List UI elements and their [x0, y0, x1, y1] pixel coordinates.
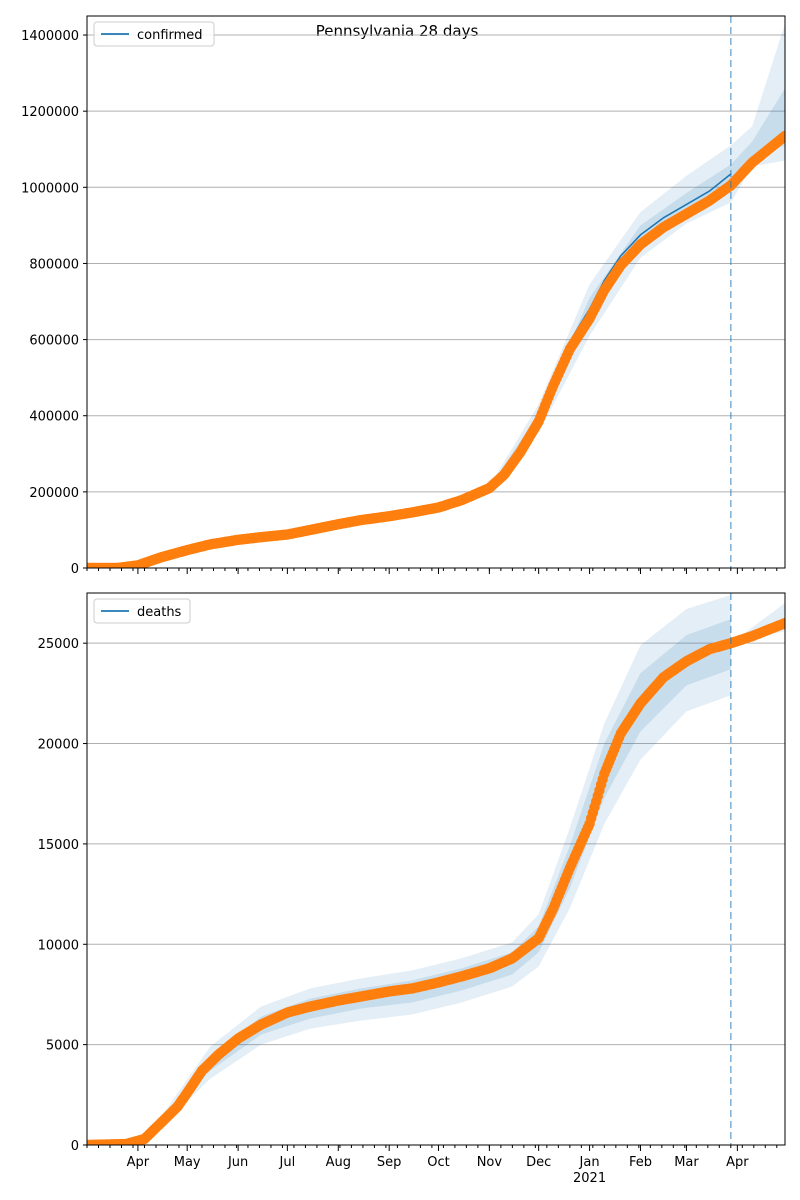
x-tick-label: Apr — [127, 1155, 150, 1170]
x-tick-label: Sep — [377, 1155, 402, 1170]
legend: confirmed — [93, 21, 215, 47]
x-tick-label: Feb — [629, 1155, 652, 1170]
legend-label: confirmed — [137, 28, 203, 43]
x-tick-label: Nov — [477, 1155, 503, 1170]
y-tick-label: 0 — [71, 1139, 79, 1154]
y-tick-label: 1000000 — [21, 181, 79, 196]
y-tick-label: 1400000 — [21, 29, 79, 44]
x-tick-label: Oct — [427, 1155, 449, 1170]
y-tick-label: 200000 — [29, 486, 79, 501]
axes-frame — [86, 15, 786, 569]
x-tick-label: Aug — [326, 1155, 351, 1170]
y-tick-label: 400000 — [29, 410, 79, 425]
x-tick-label: May — [174, 1155, 201, 1170]
deaths-panel: 0 5000 10000 15000 20000 25000 Apr May Jun Jul Aug… — [38, 592, 786, 1186]
x-tick-label: Jun — [227, 1155, 248, 1170]
plot-area — [87, 23, 785, 568]
x-tick-label: Mar — [674, 1155, 699, 1170]
legend-label: deaths — [137, 605, 182, 620]
y-tick-label: 0 — [71, 562, 79, 577]
y-tick-label: 10000 — [38, 938, 79, 953]
uncertainty-band-outer — [160, 595, 731, 1127]
axes-frame — [86, 592, 786, 1146]
legend: deaths — [93, 598, 191, 624]
legend-box — [93, 21, 215, 47]
confirmed-panel: 0 200000 400000 600000 800000 1000000 1200000 1… — [21, 15, 786, 577]
y-tick-label: 800000 — [29, 257, 79, 272]
x-tick-label: Dec — [526, 1155, 551, 1170]
plot-area — [87, 595, 785, 1145]
uncertainty-band-inner — [489, 88, 785, 489]
y-tick-label: 20000 — [38, 738, 79, 753]
observed-point — [779, 617, 785, 629]
y-tick-label: 600000 — [29, 334, 79, 349]
chart-title: Pennsylvania 28 days — [316, 22, 479, 40]
y-tick-label: 5000 — [46, 1039, 79, 1054]
legend-box — [93, 598, 191, 624]
x-tick-label: Jan — [579, 1155, 600, 1170]
x-tick-label: Apr — [726, 1155, 749, 1170]
y-tick-label: 25000 — [38, 637, 79, 652]
x-tick-label: Jul — [279, 1155, 296, 1170]
x-year-label: 2021 — [573, 1171, 606, 1186]
y-tick-label: 1200000 — [21, 105, 79, 120]
y-tick-label: 15000 — [38, 838, 79, 853]
observed-point — [779, 130, 785, 142]
